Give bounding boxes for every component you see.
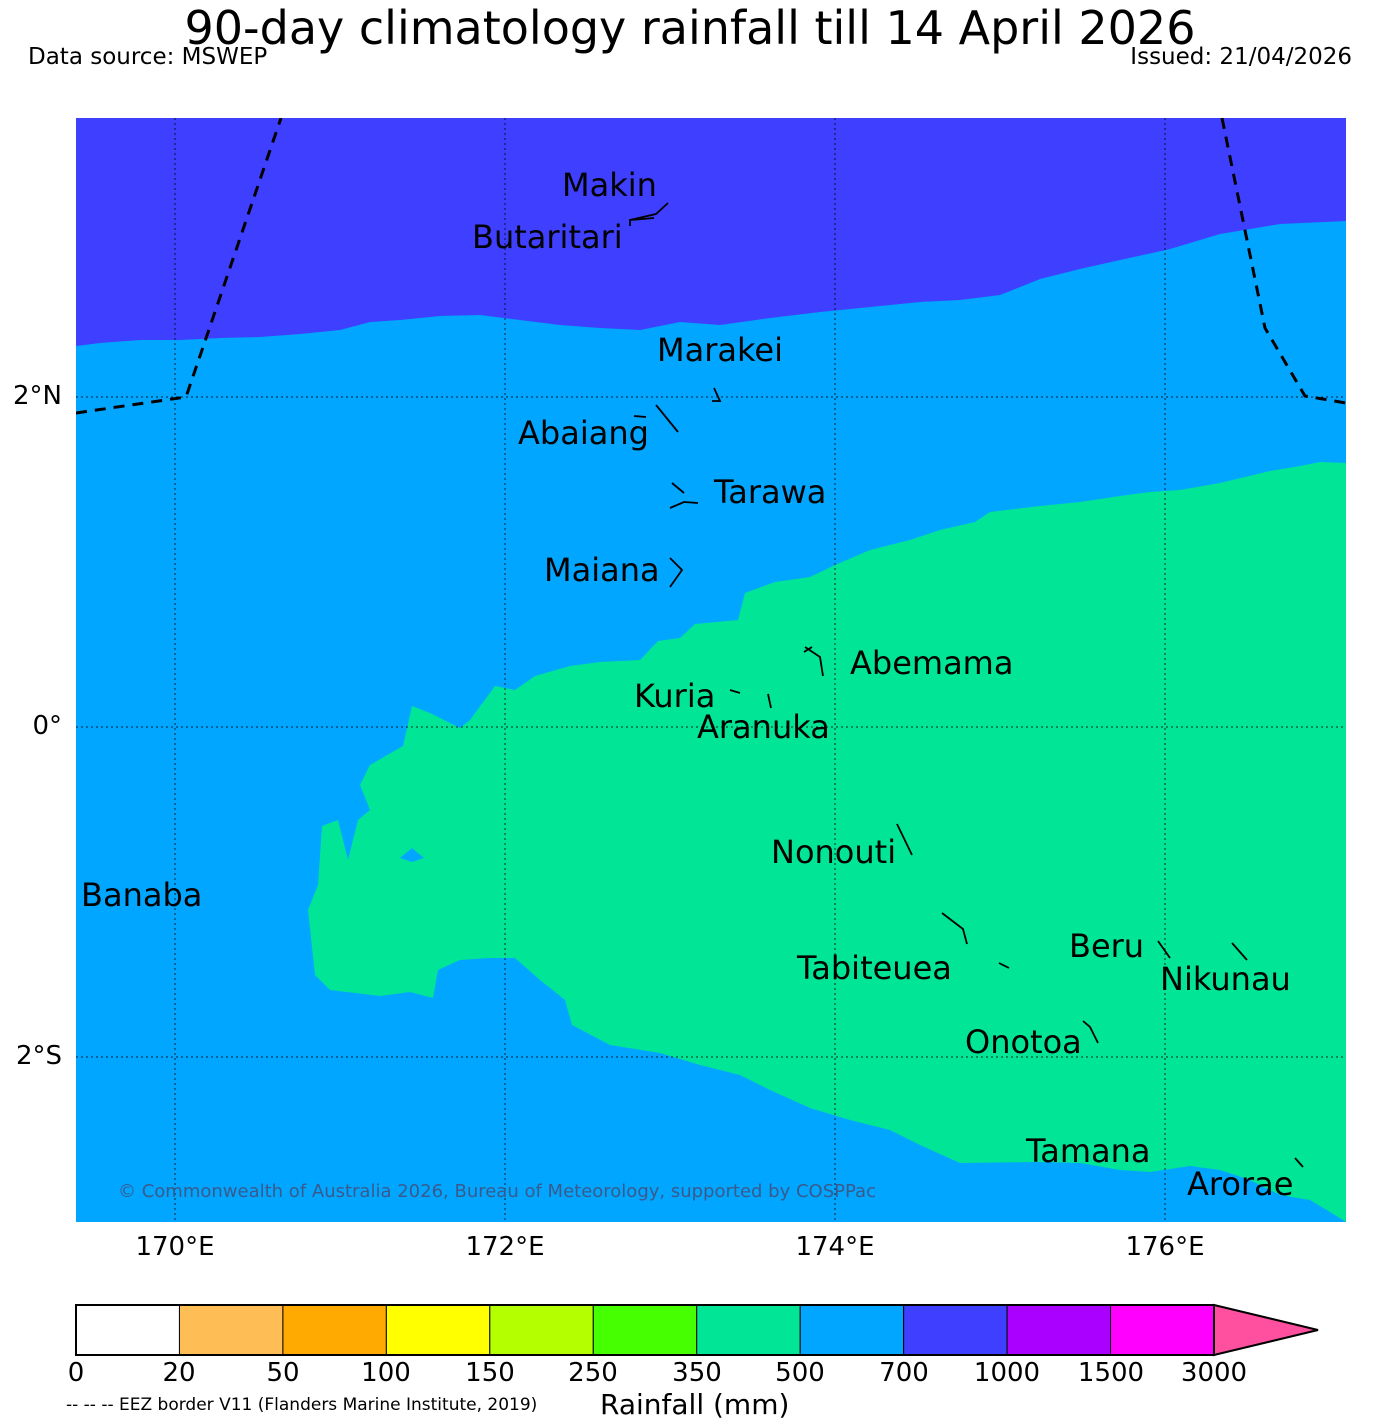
data-source: Data source: MSWEP xyxy=(28,44,268,70)
lon-label-176e: 176°E xyxy=(1125,1232,1205,1262)
island-label-arorae: Arorae xyxy=(1187,1165,1294,1203)
island-label-abemama: Abemama xyxy=(850,644,1014,682)
colorbar-cell xyxy=(178,1304,284,1356)
lon-label-174e: 174°E xyxy=(795,1232,875,1262)
rainfall-map xyxy=(76,118,1346,1222)
colorbar-cell xyxy=(1006,1304,1112,1356)
colorbar-cell xyxy=(1110,1304,1215,1356)
island-label-kuria: Kuria xyxy=(634,677,716,715)
colorbar-cell xyxy=(385,1304,491,1356)
colorbar-tick: 700 xyxy=(879,1358,929,1388)
colorbar-tick: 50 xyxy=(266,1358,300,1388)
colorbar-tick: 500 xyxy=(775,1358,825,1388)
island-label-butaritari: Butaritari xyxy=(472,218,623,256)
colorbar-cell xyxy=(282,1304,387,1356)
lat-label-2s: 2°S xyxy=(15,1041,62,1071)
colorbar-tick: 100 xyxy=(361,1358,411,1388)
island-label-onotoa: Onotoa xyxy=(965,1023,1082,1061)
map-title: 90-day climatology rainfall till 14 Apri… xyxy=(184,1,1196,55)
island-label-tamana: Tamana xyxy=(1026,1132,1151,1170)
copyright-notice: © Commonwealth of Australia 2026, Bureau… xyxy=(118,1181,876,1202)
colorbar-tick: 20 xyxy=(162,1358,196,1388)
colorbar xyxy=(75,1303,1319,1357)
colorbar-cell xyxy=(903,1304,1008,1356)
island-label-maiana: Maiana xyxy=(544,551,660,589)
island-label-abaiang: Abaiang xyxy=(518,414,649,452)
colorbar-tick: 1000 xyxy=(973,1358,1041,1388)
lat-label-0: 0° xyxy=(32,711,62,741)
graticule xyxy=(76,118,1346,1222)
lon-label-170e: 170°E xyxy=(135,1232,215,1262)
colorbar-tick: 250 xyxy=(568,1358,618,1388)
lon-label-172e: 172°E xyxy=(465,1232,545,1262)
region-700-1000 xyxy=(76,118,1346,346)
island-label-nonouti: Nonouti xyxy=(771,833,897,871)
colorbar-tick: 1500 xyxy=(1077,1358,1145,1388)
island-label-aranuka: Aranuka xyxy=(697,708,830,746)
eez-border xyxy=(76,118,1346,415)
eez-note: -- -- -- EEZ border V11 (Flanders Marine… xyxy=(66,1395,538,1415)
island-outlines xyxy=(629,202,1304,1168)
lat-label-2n: 2°N xyxy=(13,381,62,411)
colorbar-cell xyxy=(696,1304,801,1356)
colorbar-frame xyxy=(75,1304,1215,1356)
issued-date: Issued: 21/04/2026 xyxy=(1130,44,1352,70)
colorbar-cell xyxy=(592,1304,698,1356)
colorbar-tick: 0 xyxy=(67,1358,85,1388)
colorbar-cell xyxy=(799,1304,905,1356)
island-label-tabiteuea: Tabiteuea xyxy=(797,949,952,987)
colorbar-extend-arrow xyxy=(1213,1303,1319,1357)
island-label-makin: Makin xyxy=(562,166,657,204)
region-350-500 xyxy=(308,462,1346,1222)
colorbar-cell xyxy=(75,1304,180,1356)
island-label-beru: Beru xyxy=(1069,927,1145,965)
island-label-tarawa: Tarawa xyxy=(714,473,827,511)
colorbar-tick: 350 xyxy=(672,1358,722,1388)
island-label-nikunau: Nikunau xyxy=(1160,960,1291,998)
island-label-banaba: Banaba xyxy=(81,876,203,914)
colorbar-tick: 150 xyxy=(465,1358,515,1388)
colorbar-tick: 3000 xyxy=(1180,1358,1248,1388)
colorbar-cell xyxy=(489,1304,594,1356)
colorbar-label: Rainfall (mm) xyxy=(600,1388,790,1421)
island-label-marakei: Marakei xyxy=(657,331,783,369)
